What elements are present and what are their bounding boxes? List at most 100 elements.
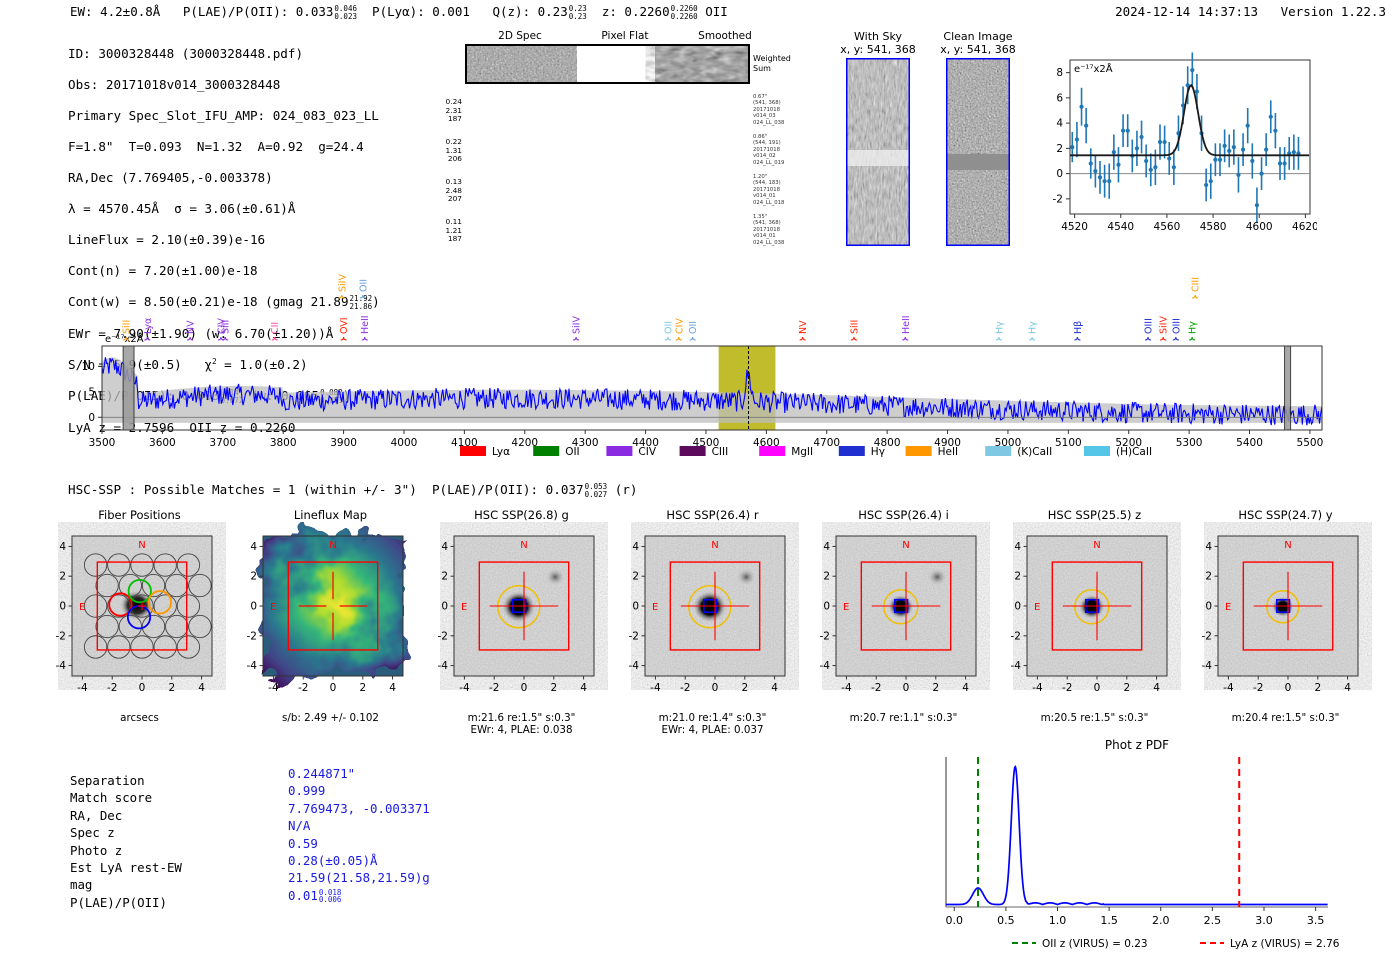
svg-text:-2: -2 (247, 630, 257, 642)
cutout-panel: HSC SSP(26.4) i N E -4 -2 0 2 4 4 2 0 -2 -4 m:20.7 re… (808, 508, 999, 724)
svg-text:(K)CaII: (K)CaII (1017, 446, 1052, 458)
svg-text:-2: -2 (56, 630, 66, 642)
svg-text:-2: -2 (1253, 682, 1263, 694)
svg-text:OII: OII (565, 446, 579, 458)
hsc-match-headline: HSC-SSP : Possible Matches = 1 (within +… (68, 481, 638, 499)
svg-text:0: 0 (521, 682, 528, 694)
svg-text:-4: -4 (438, 660, 449, 672)
svg-text:CIV: CIV (674, 318, 685, 334)
compass-north: N (1284, 540, 1291, 551)
phot-z-legend-label: OII z (VIRUS) = 0.23 (1042, 938, 1148, 950)
svg-text:5: 5 (88, 386, 95, 398)
svg-text:3900: 3900 (330, 437, 357, 449)
svg-text:5200: 5200 (1115, 437, 1142, 449)
svg-text:Lyα: Lyα (492, 446, 510, 458)
svg-text:4540: 4540 (1107, 221, 1134, 233)
svg-text:4: 4 (389, 682, 396, 694)
svg-text:SiII: SiII (221, 320, 232, 334)
fiber-rows-container: 0.24 2.31 187 0.67" (541, 368) 20171018 v014_0… (420, 92, 820, 252)
svg-text:Hβ: Hβ (1073, 321, 1084, 334)
svg-text:4000: 4000 (391, 437, 418, 449)
svg-text:Hγ: Hγ (1188, 321, 1199, 334)
svg-text:CIII: CIII (1191, 277, 1202, 292)
svg-text:0: 0 (1094, 682, 1101, 694)
compass-east: E (79, 602, 85, 613)
svg-text:4200: 4200 (511, 437, 538, 449)
match-value: 0.59 (288, 835, 318, 851)
svg-text:0.5: 0.5 (997, 914, 1015, 927)
svg-text:HeII: HeII (901, 315, 912, 334)
fiber-row-meta: 1.35" (541, 368) 20171018 v014_01 024_LL_038 (753, 214, 785, 246)
svg-text:4300: 4300 (572, 437, 599, 449)
svg-text:4620: 4620 (1292, 221, 1317, 233)
svg-text:Hγ: Hγ (1028, 321, 1039, 334)
svg-text:-4: -4 (268, 682, 279, 694)
svg-text:4400: 4400 (632, 437, 659, 449)
svg-text:4: 4 (962, 682, 969, 694)
svg-text:4: 4 (823, 541, 830, 553)
cutout-ewr-plae: EWr: 4, PLAE: 0.037 (661, 724, 764, 736)
svg-text:-4: -4 (77, 682, 88, 694)
svg-text:-4: -4 (459, 682, 470, 694)
cutout-title: HSC SSP(26.4) r (666, 508, 759, 522)
qz-bounds: 0.23 0.23 (568, 3, 587, 21)
match-value: 0.244871" (288, 766, 356, 781)
svg-text:0.0: 0.0 (946, 914, 964, 927)
svg-text:0: 0 (712, 682, 719, 694)
compass-north: N (902, 540, 909, 551)
svg-text:4560: 4560 (1154, 221, 1181, 233)
svg-text:NV: NV (186, 320, 197, 334)
match-label: RA, Dec (70, 807, 123, 823)
compass-north: N (711, 540, 718, 551)
svg-text:3800: 3800 (270, 437, 297, 449)
emission-line-fit-svg: 4520 4540 4560 4580 4600 4620 -2 0 2 4 6 8 e⁻¹⁷x2Å (1053, 52, 1317, 233)
svg-text:8: 8 (1056, 67, 1063, 79)
cutout-title: Fiber Positions (98, 508, 181, 522)
compass-north: N (138, 540, 145, 551)
svg-text:OII: OII (358, 279, 369, 292)
weighted-sum-row (465, 44, 750, 84)
svg-text:-2: -2 (871, 682, 881, 694)
cutout-ewr-plae: EWr: 4, PLAE: 0.038 (470, 724, 573, 736)
plae-lower: 0.023 (334, 11, 357, 21)
match-table-labels: Separation Match score RA, Dec Spec z Photo … (70, 772, 182, 911)
svg-text:2.5: 2.5 (1204, 914, 1222, 927)
svg-text:-2: -2 (107, 682, 117, 694)
lineflux: LineFlux = 2.10(±0.39)e-16 (68, 232, 266, 248)
fiber-row-stats: 0.24 2.31 187 (445, 97, 462, 124)
svg-text:-4: -4 (56, 660, 67, 672)
z-species: OII (705, 4, 728, 19)
svg-text:CII: CII (270, 322, 281, 334)
spectrum-legend: Lyα OII CIV CIII MgII Hγ HeII (K)CaII (H)CaII (60, 440, 1340, 464)
svg-text:2: 2 (550, 682, 557, 694)
svg-text:SiII: SiII (849, 320, 860, 334)
svg-text:4: 4 (250, 541, 257, 553)
svg-text:Hγ: Hγ (994, 321, 1005, 334)
svg-text:10: 10 (82, 361, 95, 373)
svg-text:1.0: 1.0 (1049, 914, 1067, 927)
svg-text:e⁻¹⁷x2Å: e⁻¹⁷x2Å (105, 332, 144, 345)
observation-id: Obs: 20171018v014_3000328448 (68, 76, 281, 92)
match-value: N/A (288, 818, 311, 834)
svg-text:2: 2 (1014, 571, 1021, 583)
match-label: Est LyA rest-EW (70, 860, 182, 876)
svg-text:4: 4 (632, 541, 639, 553)
match-label: Separation (70, 773, 145, 788)
compass-east: E (1225, 602, 1231, 613)
svg-text:-4: -4 (1032, 682, 1043, 694)
clean-image-panel: Clean Image x, y: 541, 368 (928, 30, 1028, 246)
svg-text:4580: 4580 (1200, 221, 1227, 233)
svg-text:(H)CaII: (H)CaII (1116, 446, 1152, 458)
svg-text:SiIV: SiIV (1159, 316, 1170, 334)
svg-text:4: 4 (771, 682, 778, 694)
svg-text:OVI: OVI (339, 317, 350, 334)
match-label: mag (70, 877, 93, 893)
svg-text:2: 2 (741, 682, 748, 694)
spectrum-legend-svg: Lyα OII CIV CIII MgII Hγ HeII (K)CaII (H)CaII (460, 446, 1152, 458)
cutout-panel: HSC SSP(24.7) y N E -4 -2 0 2 4 4 2 0 -2 -4 m:20.4 re… (1190, 508, 1381, 724)
timestamp-version: 2024-12-14 14:37:13 Version 1.22.3 (1115, 4, 1386, 19)
fiber-row-meta: 0.86" (544, 191) 20171018 v014_02 024_LL_019 (753, 134, 785, 166)
cutout-photometry: s/b: 2.49 +/- 0.102 (282, 712, 379, 724)
svg-text:-2: -2 (1202, 630, 1212, 642)
svg-text:4800: 4800 (874, 437, 901, 449)
